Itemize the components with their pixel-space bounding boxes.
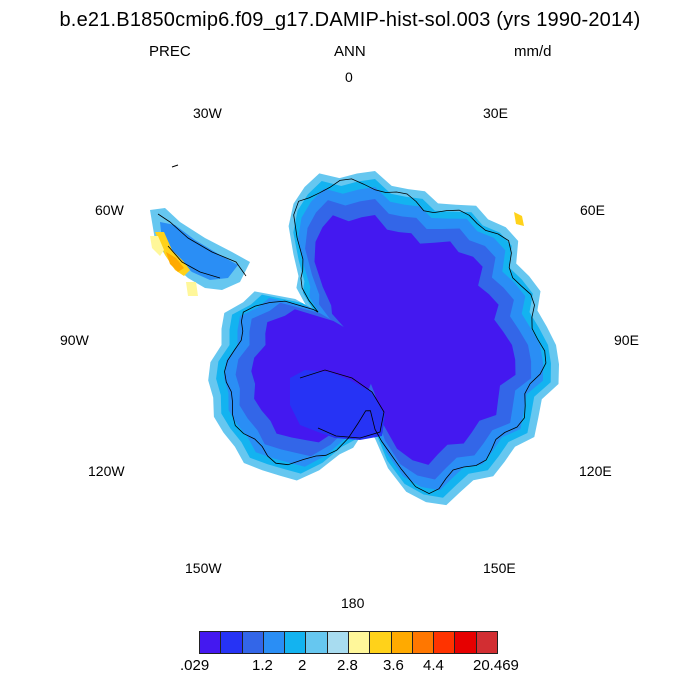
- coastline: [157, 164, 547, 495]
- lon-label-90e: 90E: [614, 332, 639, 348]
- colorbar-box: [369, 631, 392, 654]
- colorbar-box: [411, 631, 435, 654]
- lon-label-90w: 90W: [60, 332, 89, 348]
- coastline-path: [224, 178, 547, 495]
- lon-label-60w: 60W: [95, 202, 124, 218]
- peninsula-coastline: [157, 213, 247, 279]
- units-string: mm/d: [514, 43, 552, 60]
- colorbar-label: 4.4: [423, 657, 444, 674]
- precip-field: [150, 171, 559, 506]
- lon-label-30e: 30E: [483, 105, 508, 121]
- colorbar-box: [241, 631, 264, 654]
- peninsula-cell: [150, 236, 164, 256]
- lon-label-150e: 150E: [483, 560, 516, 576]
- peninsula-cell: [160, 222, 238, 280]
- lon-label-120e: 120E: [579, 463, 612, 479]
- colorbar-box: [326, 631, 349, 654]
- ice-shelf-line: [299, 369, 385, 439]
- colorbar-box: [284, 631, 307, 654]
- colorbar-box: [390, 631, 413, 654]
- colorbar-box: [433, 631, 456, 654]
- island-mark: [171, 164, 179, 168]
- ross-sector: [290, 370, 385, 440]
- plot-title: b.e21.B1850cmip6.f09_g17.DAMIP-hist-sol.…: [59, 9, 641, 31]
- colorbar-box: [220, 631, 243, 654]
- lon-label-120w: 120W: [88, 463, 125, 479]
- colorbar-box: [262, 631, 286, 654]
- peninsula-cell: [186, 282, 198, 296]
- colorbar-box: [454, 631, 477, 654]
- lon-label-180: 180: [341, 595, 365, 611]
- lon-label-30w: 30W: [193, 105, 222, 121]
- colorbar-label: .029: [180, 657, 210, 674]
- colorbar: [199, 631, 498, 654]
- left-string: PREC: [149, 43, 191, 60]
- lon-label-60e: 60E: [580, 202, 605, 218]
- colorbar-label: 1.2: [252, 657, 273, 674]
- colorbar-box: [199, 631, 222, 654]
- lon-label-150w: 150W: [185, 560, 222, 576]
- lon-label-0: 0: [345, 69, 353, 85]
- colorbar-box: [475, 631, 498, 654]
- colorbar-label: 2.8: [337, 657, 358, 674]
- center-string: ANN: [334, 43, 366, 60]
- colorbar-box: [305, 631, 328, 654]
- peninsula-cell: [166, 252, 184, 272]
- peninsula-cell: [514, 212, 524, 226]
- colorbar-label: 20.469: [473, 657, 519, 674]
- colorbar-label: 2: [298, 657, 307, 674]
- colorbar-label: 3.6: [383, 657, 404, 674]
- colorbar-box: [348, 631, 371, 654]
